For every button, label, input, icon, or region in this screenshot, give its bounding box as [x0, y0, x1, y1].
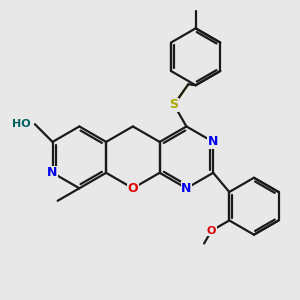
Text: N: N: [47, 166, 58, 179]
Text: HO: HO: [12, 119, 30, 129]
Text: N: N: [208, 135, 218, 148]
Text: O: O: [207, 226, 216, 236]
Text: O: O: [128, 182, 138, 195]
Text: S: S: [169, 98, 178, 111]
Text: N: N: [181, 182, 192, 195]
